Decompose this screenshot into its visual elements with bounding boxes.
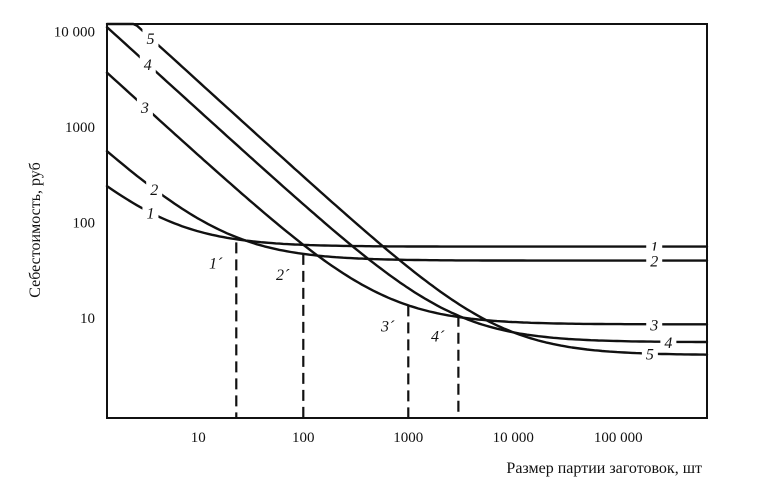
break-even-droplines xyxy=(235,242,460,418)
curve-label-2-left: 2 xyxy=(150,182,158,199)
x-axis-title: Размер партии заготовок, шт xyxy=(506,460,702,477)
curve-label-4-left: 4 xyxy=(144,57,152,74)
curve-label-gap xyxy=(142,202,159,223)
x-tick-label: 10 xyxy=(191,430,206,446)
plot-frame xyxy=(106,23,708,419)
break-even-label-3: 3´ xyxy=(380,318,395,335)
break-even-label-2: 2´ xyxy=(276,267,290,284)
y-tick-label: 100 xyxy=(73,216,96,232)
x-tick-label: 1000 xyxy=(393,430,423,446)
tick-labels: 10 100 1000 10 000 100 000 10 100 1000 10 000 xyxy=(54,25,643,446)
curve-4 xyxy=(105,26,709,344)
y-tick-label: 10 000 xyxy=(54,25,95,41)
curve-label-5-left: 5 xyxy=(146,31,154,48)
curve-label-gap xyxy=(139,54,156,75)
curve-label-3-right: 3 xyxy=(649,317,658,334)
curve-label-gap xyxy=(646,250,663,271)
curve-label-4-right: 4 xyxy=(664,335,672,352)
curve-3 xyxy=(105,71,709,326)
curve-1 xyxy=(105,184,709,248)
y-axis-title: Себестоимость, руб xyxy=(27,162,44,297)
curve-2 xyxy=(105,150,709,262)
x-tick-label: 100 xyxy=(292,430,315,446)
curve-label-1-left: 1 xyxy=(146,206,154,223)
curve-label-2-right: 2 xyxy=(650,254,658,271)
break-even-label-4: 4´ xyxy=(431,329,445,346)
curve-label-gap xyxy=(136,97,153,118)
curve-label-1-right: 1 xyxy=(650,240,658,257)
curve-label-gap xyxy=(660,331,677,352)
x-tick-label: 10 000 xyxy=(493,430,534,446)
curve-5 xyxy=(105,22,709,356)
curve-label-gap xyxy=(641,343,658,364)
break-even-label-1: 1´ xyxy=(209,255,223,272)
curve-label-gap xyxy=(142,27,159,48)
x-tick-label: 100 000 xyxy=(594,430,643,446)
curve-label-5-right: 5 xyxy=(646,347,654,364)
y-tick-label: 10 xyxy=(80,311,95,327)
curve-label-gap xyxy=(646,314,663,335)
curve-label-gap xyxy=(146,179,163,200)
y-tick-label: 1000 xyxy=(65,120,95,136)
curves-layer xyxy=(105,22,709,356)
curve-label-3-left: 3 xyxy=(140,100,149,117)
